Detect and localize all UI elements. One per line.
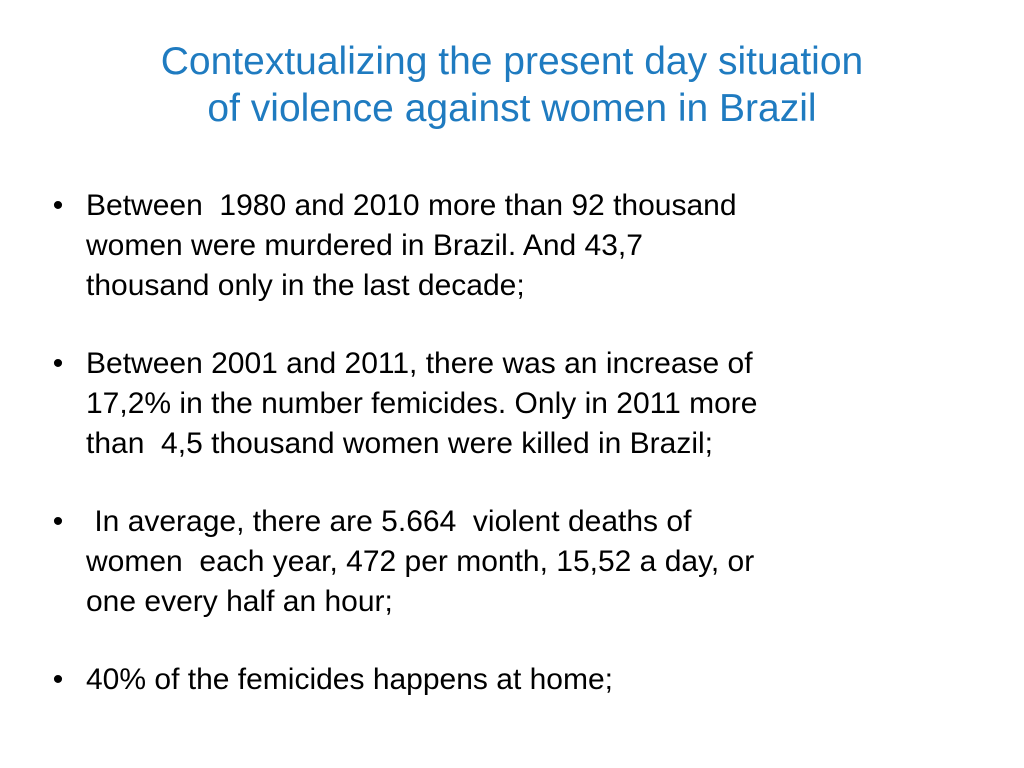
bullet-1-line-2: women were murdered in Brazil. And 43,7 [86, 229, 643, 262]
bullet-dot-icon: • [52, 663, 64, 696]
bullet-2-line-3: than 4,5 thousand women were killed in B… [86, 427, 714, 460]
bullet-3-line-3: one every half an hour; [86, 585, 393, 618]
bullet-dot-icon: • [52, 189, 64, 222]
slide-title-line-2: of violence against women in Brazil [207, 87, 817, 130]
bullet-dot-icon: • [52, 347, 64, 380]
slide-title-line-1: Contextualizing the present day situatio… [160, 40, 864, 83]
bullet-2-line-2: 17,2% in the number femicides. Only in 2… [86, 387, 758, 420]
bullet-dot-icon: • [52, 505, 64, 538]
bullet-item-4: • 40% of the femicides happens at home; [46, 660, 986, 700]
bullet-2-line-1: Between 2001 and 2011, there was an incr… [86, 347, 753, 380]
bullet-item-3: • In average, there are 5.664 violent de… [46, 502, 986, 622]
bullet-1-line-3: thousand only in the last decade; [86, 269, 525, 302]
bullet-4-line-1: 40% of the femicides happens at home; [86, 663, 613, 696]
bullet-3-line-1: In average, there are 5.664 violent deat… [86, 505, 692, 538]
bullet-item-2: • Between 2001 and 2011, there was an in… [46, 344, 986, 464]
bullet-list: • Between 1980 and 2010 more than 92 tho… [46, 186, 986, 700]
slide-title: Contextualizing the present day situatio… [60, 38, 964, 132]
bullet-item-1: • Between 1980 and 2010 more than 92 tho… [46, 186, 986, 306]
bullet-3-line-2: women each year, 472 per month, 15,52 a … [86, 545, 755, 578]
bullet-1-line-1: Between 1980 and 2010 more than 92 thous… [86, 189, 737, 222]
